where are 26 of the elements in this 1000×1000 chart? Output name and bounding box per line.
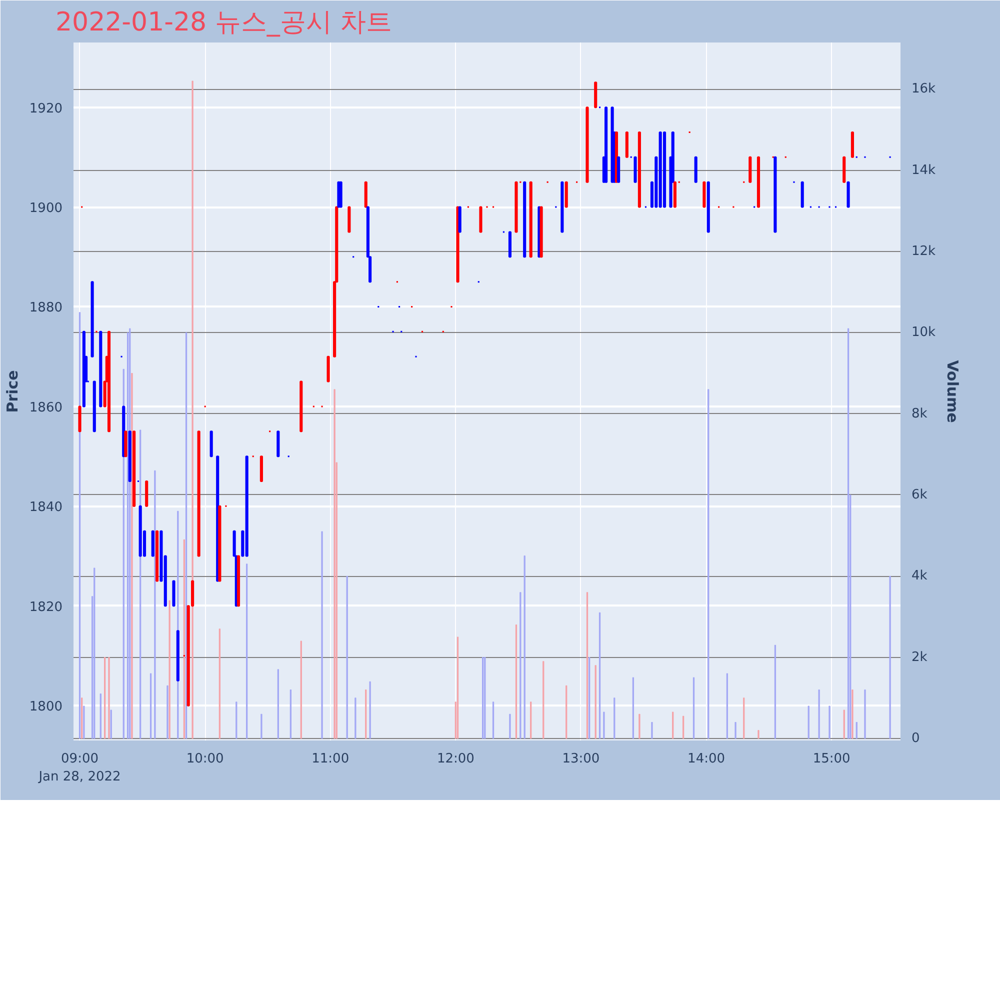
y2-tick-label: 8k <box>912 406 928 422</box>
y-axis-title: Price <box>3 370 22 413</box>
y2-tick-label: 2k <box>912 650 928 665</box>
x-tick-label: 13:00 <box>562 752 600 766</box>
y-tick-label: 1900 <box>29 201 63 216</box>
y2-axis-title: Volume <box>944 360 962 423</box>
y2-tick-label: 6k <box>912 487 928 502</box>
y-tick-label: 1880 <box>29 300 63 316</box>
y-tick-label: 1840 <box>29 500 63 516</box>
x-tick-label: 15:00 <box>812 752 850 766</box>
y2-tick-label: 4k <box>912 568 928 584</box>
y-tick-label: 1860 <box>29 400 63 416</box>
x-tick-label: 11:00 <box>312 752 350 766</box>
x-tick-label: 10:00 <box>186 752 224 766</box>
y2-tick-label: 12k <box>912 244 936 259</box>
x-tick-label: 14:00 <box>688 752 726 766</box>
y2-tick-label: 10k <box>912 325 936 340</box>
y2-tick-label: 16k <box>912 82 936 97</box>
y-tick-label: 1800 <box>29 700 63 715</box>
y-tick-label: 1920 <box>29 101 63 116</box>
chart-title: 2022-01-28 뉴스_공시 차트 <box>56 8 392 38</box>
x-tick-label: 09:00 Jan 28, 2022 <box>38 752 121 784</box>
x-tick-label: 12:00 <box>436 752 474 766</box>
y-tick-label: 1820 <box>29 600 63 615</box>
y2-tick-label: 0 <box>912 730 920 746</box>
y2-tick-label: 14k <box>912 162 936 178</box>
